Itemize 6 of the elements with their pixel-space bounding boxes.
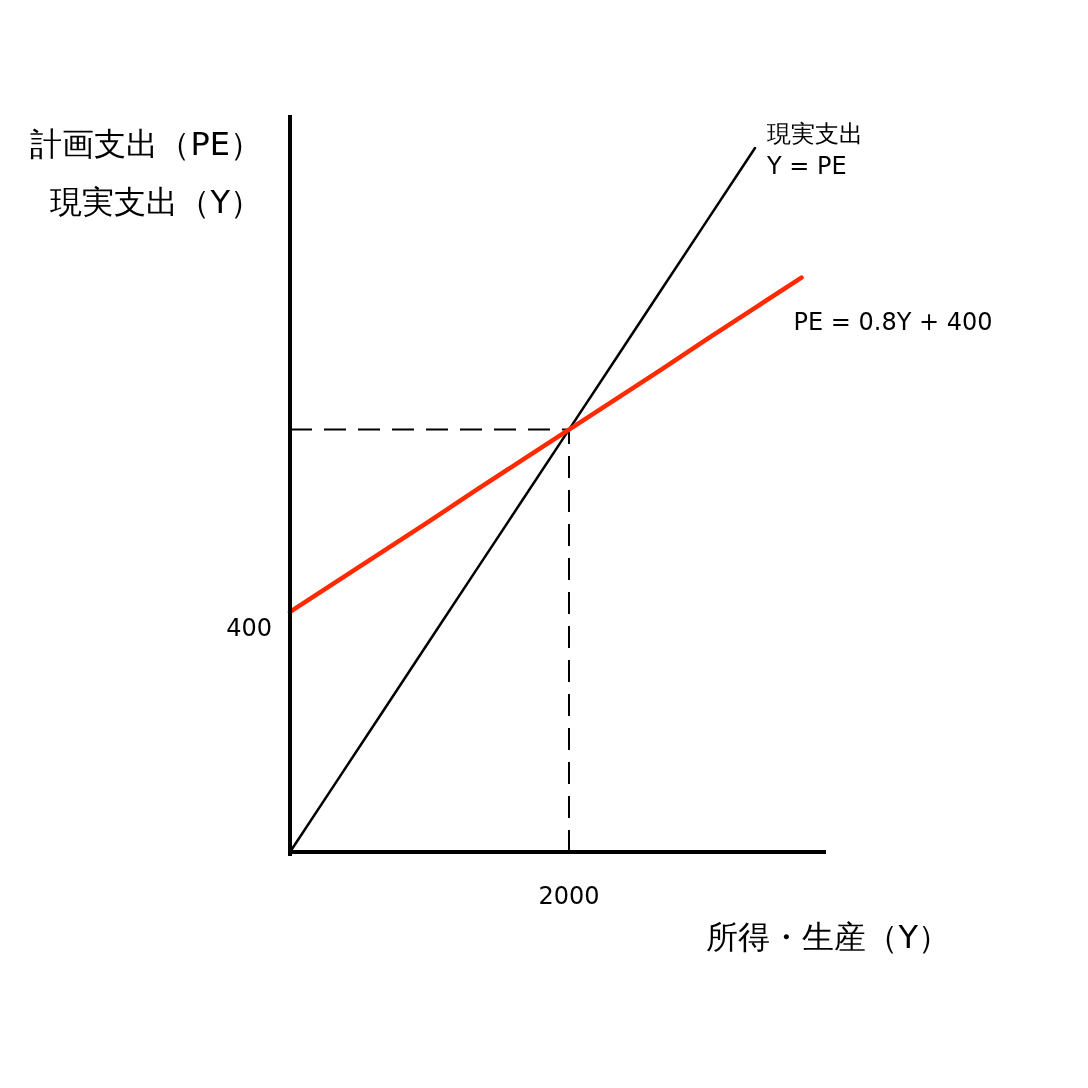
y-axis-title: 計画支出（PE）現実支出（Y） <box>30 125 262 221</box>
series-label: 現実支出 Y = PE <box>766 120 863 180</box>
text: 2000 <box>538 882 600 910</box>
x-axis-title: 所得・生産（Y） <box>706 918 950 956</box>
text: 400 <box>226 613 272 642</box>
series-label: PE = 0.8Y + 400 <box>793 307 993 336</box>
